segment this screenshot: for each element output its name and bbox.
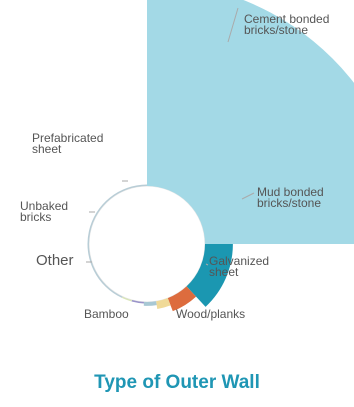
label-mud-bonded-bricks-stone: Mud bonded bricks/stone [257, 185, 324, 210]
slice-other[interactable] [131, 300, 144, 304]
label-bamboo: Bamboo [84, 307, 129, 321]
slice-unbaked-bricks[interactable] [121, 296, 132, 302]
leader-line-galvanized-sheet [205, 263, 209, 266]
chart-title: Type of Outer Wall [94, 372, 260, 393]
slice-cement-bonded-bricks-stone[interactable] [147, 0, 354, 244]
slice-galvanized-sheet[interactable] [167, 286, 197, 312]
label-prefabricated-sheet: Prefabricated sheet [32, 131, 103, 156]
label-other: Other [36, 252, 74, 269]
label-wood-planks: Wood/planks [176, 307, 245, 321]
slice-labels: Cement bonded bricks/stone Mud bonded brick… [20, 12, 329, 321]
label-unbaked-bricks: Unbaked bricks [20, 199, 68, 224]
label-cement-bonded-bricks-stone: Cement bonded bricks/stone [244, 12, 329, 37]
inner-circle [88, 185, 206, 303]
slice-mud-bonded-bricks-stone[interactable] [186, 244, 233, 307]
chart-slices [87, 0, 354, 312]
label-leaders [86, 7, 255, 266]
label-galvanized-sheet: Galvanized sheet [209, 254, 269, 279]
slice-bamboo[interactable] [143, 301, 157, 306]
leader-line-mud-bonded-bricks-stone [241, 192, 255, 200]
slice-wood-planks[interactable] [156, 298, 171, 309]
leader-line-cement-bonded-bricks-stone [227, 7, 239, 43]
